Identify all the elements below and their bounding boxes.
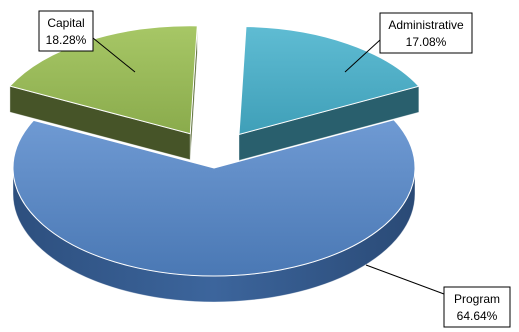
pie-slice-program <box>12 119 416 303</box>
pie-slice-capital <box>8 25 198 161</box>
pie-slice-administrative <box>238 25 420 161</box>
callout-program: Program 64.64% <box>365 264 511 328</box>
capital-value-label: 18.28% <box>46 33 87 47</box>
program-name-label: Program <box>454 292 500 306</box>
administrative-value-label: 17.08% <box>406 35 447 49</box>
administrative-name-label: Administrative <box>388 18 464 32</box>
capital-name-label: Capital <box>47 16 84 30</box>
program-leader-line <box>365 264 445 295</box>
callout-administrative: Administrative 17.08% <box>344 12 473 73</box>
pie-slice-top-administrative <box>238 25 420 136</box>
capital-leader-line <box>92 37 136 73</box>
administrative-leader-line <box>344 39 381 73</box>
pie-slice-top-program <box>12 119 416 277</box>
callout-capital: Capital 18.28% <box>38 10 136 73</box>
program-value-label: 64.64% <box>457 309 498 323</box>
